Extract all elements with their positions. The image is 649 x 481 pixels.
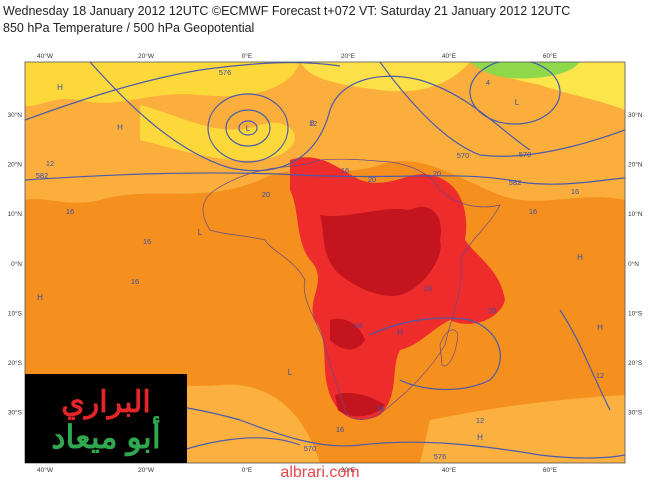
contour-label: 12 xyxy=(596,371,604,380)
contour-label: 16 xyxy=(571,187,579,196)
contour-label: 16 xyxy=(66,207,74,216)
pressure-mark: H xyxy=(397,328,403,337)
contour-label: 570 xyxy=(457,151,470,160)
contour-label: 12 xyxy=(309,119,317,128)
lon-label: 40°E xyxy=(442,52,457,60)
watermark: albrari.com xyxy=(280,464,359,481)
lat-label: 20°N xyxy=(7,161,22,169)
header-line2: 850 hPa Temperature / 500 hPa Geopotenti… xyxy=(3,21,254,35)
pressure-mark: H xyxy=(597,323,603,332)
lon-label: 60°E xyxy=(543,466,558,474)
pressure-mark: L xyxy=(515,98,520,107)
lon-label: 40°W xyxy=(37,466,54,474)
lat-label: 20°N xyxy=(628,161,643,169)
lat-label: 0°N xyxy=(628,260,639,268)
lat-label: 10°N xyxy=(628,210,643,218)
contour-label: 20 xyxy=(262,190,270,199)
logo-line2: أبو ميعاد xyxy=(51,415,160,457)
contour-label: 4 xyxy=(486,78,490,87)
lon-label: 40°W xyxy=(37,52,54,60)
contour-label: 16 xyxy=(529,207,537,216)
contour-label: 570 xyxy=(519,150,532,159)
contour-label: 20 xyxy=(368,175,376,184)
lon-label: 20°W xyxy=(138,52,155,60)
lon-label: 0°E xyxy=(242,52,253,60)
lat-label: 0°N xyxy=(11,260,22,268)
lon-label: 0°E xyxy=(242,466,253,474)
lat-label: 10°S xyxy=(628,309,643,317)
contour-label: 576 xyxy=(219,68,232,77)
header-line1: Wednesday 18 January 2012 12UTC ©ECMWF F… xyxy=(3,4,570,18)
lat-label: 30°S xyxy=(8,409,23,417)
contour-label: 12 xyxy=(476,416,484,425)
pressure-mark: L xyxy=(288,368,293,377)
contour-label: 24 xyxy=(376,404,384,413)
lon-label: 20°E xyxy=(341,466,356,474)
contour-label: 20 xyxy=(488,306,496,315)
lat-label: 20°S xyxy=(8,359,23,367)
contour-label: 8 xyxy=(310,118,314,127)
contour-label: 20 xyxy=(433,169,441,178)
pressure-mark: L xyxy=(246,124,251,133)
lat-label: 10°S xyxy=(8,309,23,317)
contour-label: 16 xyxy=(341,166,349,175)
pressure-mark: H xyxy=(117,123,123,132)
contour-label: 16 xyxy=(131,277,139,286)
lat-label: 20°S xyxy=(628,359,643,367)
lat-label: 30°N xyxy=(7,111,22,119)
lat-label: 30°N xyxy=(628,111,643,119)
lat-label: 30°S xyxy=(628,409,643,417)
pressure-mark: L xyxy=(198,228,203,237)
contour-label: 582 xyxy=(509,178,522,187)
pressure-mark: H xyxy=(57,83,63,92)
lat-label: 10°N xyxy=(7,210,22,218)
contour-label: 24 xyxy=(354,321,362,330)
contour-label: 16 xyxy=(143,237,151,246)
contour-label: 12 xyxy=(46,159,54,168)
map-frame xyxy=(24,61,626,464)
contour-label: 582 xyxy=(36,171,49,180)
pressure-mark: H xyxy=(477,433,483,442)
contour-label: 24 xyxy=(424,284,432,293)
contour-label: 16 xyxy=(336,425,344,434)
contour-label: 570 xyxy=(304,444,317,453)
lon-label: 20°W xyxy=(138,466,155,474)
logo-line1: البراري xyxy=(61,386,150,420)
lon-label: 40°E xyxy=(442,466,457,474)
logo-box xyxy=(25,374,187,463)
contour-label: 576 xyxy=(434,452,447,461)
lon-label: 20°E xyxy=(341,52,356,60)
pressure-mark: H xyxy=(577,253,583,262)
pressure-mark: H xyxy=(37,293,43,302)
lon-label: 60°E xyxy=(543,52,558,60)
